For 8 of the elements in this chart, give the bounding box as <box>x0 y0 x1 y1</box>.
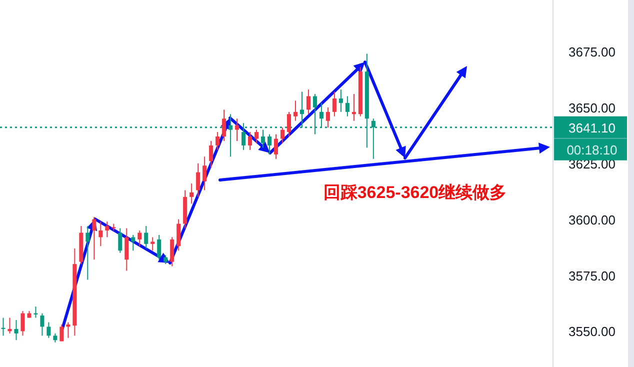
y-tick-label: 3650.00 <box>568 100 616 116</box>
ref-line-label: 3641.10 <box>568 120 616 136</box>
y-tick-label: 3550.00 <box>568 324 616 340</box>
text: 00:18:10 <box>566 142 618 158</box>
y-tick-label: 3675.00 <box>568 44 616 60</box>
annotation: 回踩3625-3620继续做多 <box>323 183 507 202</box>
y-tick-label: 3575.00 <box>568 268 616 284</box>
y-tick-label: 3600.00 <box>568 212 616 228</box>
